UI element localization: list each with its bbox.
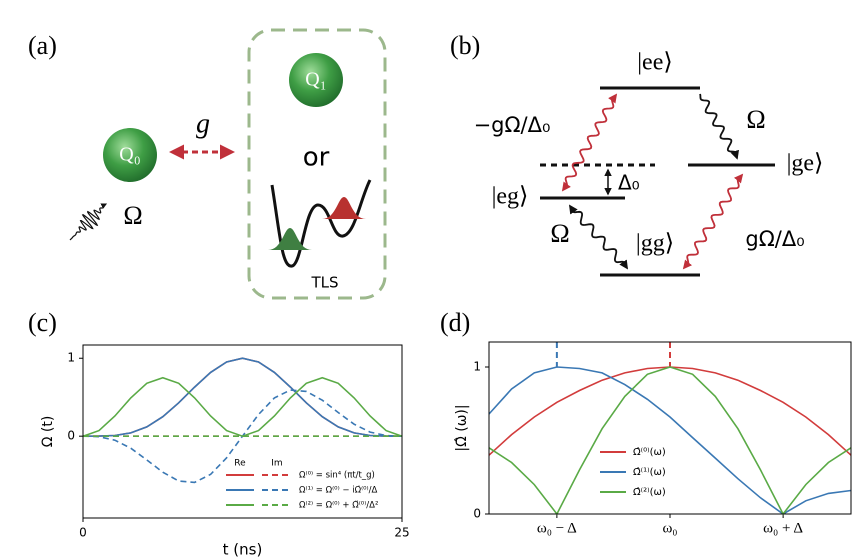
panel-label: (c) [28,308,57,337]
panel-a: (a) Q₀ g Q₁ or TLS Ω [28,28,387,300]
y-tick-label: 1 [67,351,75,365]
y-tick-label: 1 [473,359,481,373]
chart: (d) 0 1 ω₀ − Δ ω₀ ω₀ + Δ |Ω̂ (ω)| Ω̂⁽⁰⁾(ω) Ω̂⁽¹⁾… [440,308,852,536]
legend-label: Ω̂⁽¹⁾(ω) [633,466,666,478]
or-text: or [303,143,330,173]
legend-header: Re [234,459,246,469]
transition-label: Ω [550,219,569,248]
qubit [289,53,343,107]
qubit-label: Q₁ [305,69,326,91]
tls-label: TLS [310,274,338,292]
y-tick-label: 0 [67,429,75,443]
panel-label: (a) [28,31,57,60]
series-line [82,357,403,437]
transition-label: −gΩ/Δ₀ [474,113,551,137]
double-well [270,179,372,268]
panel-label: (b) [450,31,480,60]
series-line [488,366,852,515]
legend-label: Ω⁽¹⁾ = Ω⁽⁰⁾ − iΩ̇⁽⁰⁾/Δ [299,486,378,496]
level-label: |eg⟩ [492,184,529,210]
well-state [268,228,312,250]
well-state [322,197,366,219]
chart: (c) 0 1 0 25 t (ns) Ω (t) Re Im Ω⁽⁰⁾ = sin⁴ (πt/t… [28,308,410,558]
plot-frame [488,341,852,515]
legend-label: Ω⁽²⁾ = Ω⁽⁰⁾ + Ω̈⁽⁰⁾/Δ² [299,501,378,511]
legend-label: Ω⁽⁰⁾ = sin⁴ (πt/t_g) [299,471,375,481]
x-tick-label: 0 [79,526,87,540]
transition [699,93,739,160]
qubit [103,128,157,182]
qubit-label: Q₀ [119,144,140,166]
level-label: |ge⟩ [787,151,824,177]
x-axis-label: t (ns) [223,541,263,558]
x-tick-label: ω₀ [662,520,677,536]
transition-label: Ω [746,105,765,134]
drive-label: Ω [123,201,142,230]
coupling-label: g [196,108,210,139]
x-tick-label: ω₀ − Δ [537,520,577,536]
panel-label: (d) [440,308,470,337]
x-tick-label: 25 [394,526,409,540]
level-label: |gg⟩ [636,231,674,257]
plot-frame [82,344,403,519]
panel-b: (b) |ee⟩ |ge⟩ |eg⟩ |gg⟩ Δ₀ −gΩ/Δ₀ Ω Ω gΩ… [450,31,824,277]
series-line [488,366,852,456]
legend-header: Im [271,459,282,469]
transition [561,93,618,192]
y-axis-label: Ω (t) [40,416,56,448]
legend-label: Ω̂⁽⁰⁾(ω) [633,446,666,458]
dashed-box [247,28,387,300]
transition [569,204,628,270]
series-line [488,366,852,516]
drive-pulse [69,203,108,241]
series-line [82,376,403,438]
level-label: |ee⟩ [637,50,672,76]
detuning-label: Δ₀ [618,171,640,195]
y-axis-label: |Ω̂ (ω)| [454,404,470,451]
x-tick-label: ω₀ + Δ [763,520,803,536]
transition [682,173,744,270]
y-tick-label: 0 [473,507,481,521]
legend-label: Ω̂⁽²⁾(ω) [633,486,666,498]
transition-label: gΩ/Δ₀ [745,227,804,251]
